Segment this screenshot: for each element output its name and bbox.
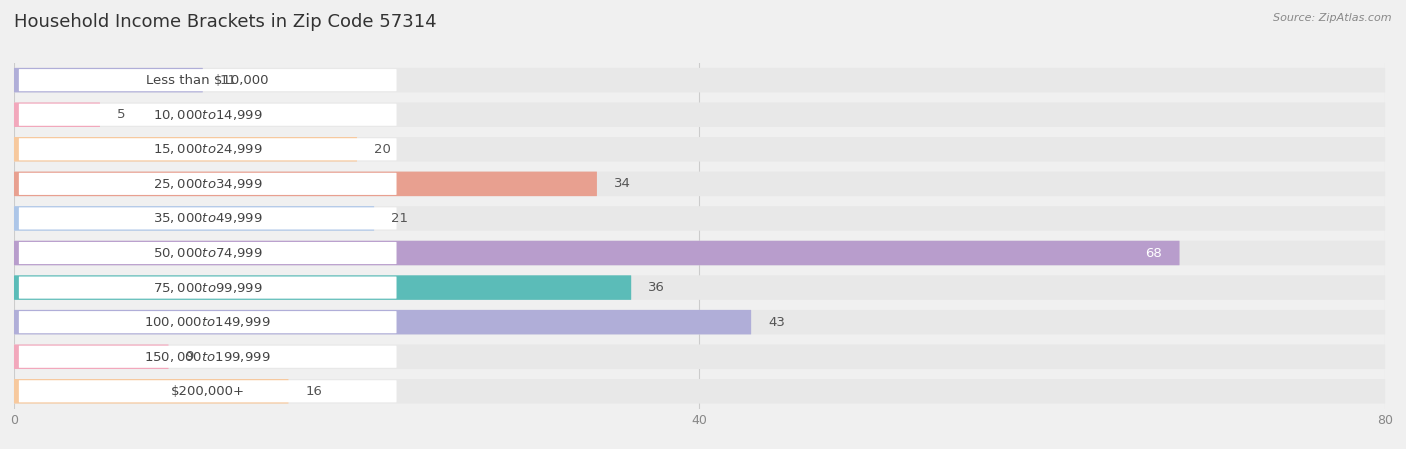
Text: $10,000 to $14,999: $10,000 to $14,999 xyxy=(153,108,263,122)
FancyBboxPatch shape xyxy=(18,242,396,264)
FancyBboxPatch shape xyxy=(18,207,396,229)
Text: $15,000 to $24,999: $15,000 to $24,999 xyxy=(153,142,263,156)
Text: 11: 11 xyxy=(219,74,236,87)
FancyBboxPatch shape xyxy=(14,241,1180,265)
Text: 43: 43 xyxy=(768,316,785,329)
Text: $150,000 to $199,999: $150,000 to $199,999 xyxy=(145,350,271,364)
FancyBboxPatch shape xyxy=(18,173,396,195)
FancyBboxPatch shape xyxy=(14,344,169,369)
FancyBboxPatch shape xyxy=(18,104,396,126)
FancyBboxPatch shape xyxy=(14,206,1385,231)
Text: 5: 5 xyxy=(117,108,125,121)
FancyBboxPatch shape xyxy=(14,206,374,231)
FancyBboxPatch shape xyxy=(18,138,396,160)
Text: $75,000 to $99,999: $75,000 to $99,999 xyxy=(153,281,263,295)
FancyBboxPatch shape xyxy=(14,137,357,162)
FancyBboxPatch shape xyxy=(14,344,1385,369)
FancyBboxPatch shape xyxy=(14,275,1385,300)
FancyBboxPatch shape xyxy=(14,310,751,335)
FancyBboxPatch shape xyxy=(14,379,1385,404)
FancyBboxPatch shape xyxy=(14,68,1385,92)
Text: 9: 9 xyxy=(186,350,194,363)
FancyBboxPatch shape xyxy=(18,277,396,299)
Text: $35,000 to $49,999: $35,000 to $49,999 xyxy=(153,211,263,225)
Text: Source: ZipAtlas.com: Source: ZipAtlas.com xyxy=(1274,13,1392,23)
FancyBboxPatch shape xyxy=(14,275,631,300)
Text: 68: 68 xyxy=(1146,247,1163,260)
Text: 34: 34 xyxy=(614,177,631,190)
FancyBboxPatch shape xyxy=(18,69,396,91)
Text: $100,000 to $149,999: $100,000 to $149,999 xyxy=(145,315,271,329)
FancyBboxPatch shape xyxy=(18,311,396,333)
FancyBboxPatch shape xyxy=(18,346,396,368)
FancyBboxPatch shape xyxy=(14,137,1385,162)
Text: 36: 36 xyxy=(648,281,665,294)
Text: $50,000 to $74,999: $50,000 to $74,999 xyxy=(153,246,263,260)
Text: $200,000+: $200,000+ xyxy=(170,385,245,398)
Text: $25,000 to $34,999: $25,000 to $34,999 xyxy=(153,177,263,191)
FancyBboxPatch shape xyxy=(14,102,1385,127)
FancyBboxPatch shape xyxy=(14,310,1385,335)
FancyBboxPatch shape xyxy=(14,172,598,196)
Text: Household Income Brackets in Zip Code 57314: Household Income Brackets in Zip Code 57… xyxy=(14,13,437,31)
Text: Less than $10,000: Less than $10,000 xyxy=(146,74,269,87)
FancyBboxPatch shape xyxy=(14,102,100,127)
Text: 21: 21 xyxy=(391,212,408,225)
FancyBboxPatch shape xyxy=(14,68,202,92)
FancyBboxPatch shape xyxy=(14,241,1385,265)
Text: 20: 20 xyxy=(374,143,391,156)
Text: 16: 16 xyxy=(305,385,322,398)
FancyBboxPatch shape xyxy=(18,380,396,402)
FancyBboxPatch shape xyxy=(14,379,288,404)
FancyBboxPatch shape xyxy=(14,172,1385,196)
